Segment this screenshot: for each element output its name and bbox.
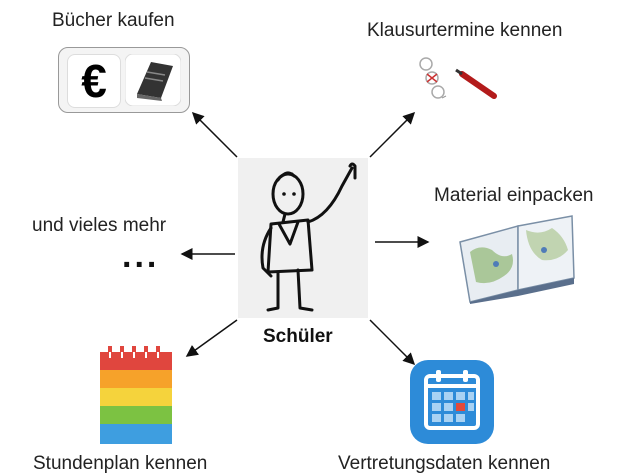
arrow-to-substitution [369, 319, 416, 366]
substitution-label: Vertretungsdaten kennen [338, 453, 551, 474]
euro-icon: € [67, 54, 121, 108]
books-label: Bücher kaufen [52, 10, 175, 31]
books-icon-box: € [58, 47, 190, 113]
rainbow-notepad-icon [100, 346, 172, 444]
schedule-label: Stundenplan kennen [33, 453, 208, 474]
atlas-icon [459, 215, 575, 304]
test-sheet-pencil-icon [419, 57, 497, 99]
student-stick-figure-icon [260, 162, 357, 312]
exams-label: Klausurtermine kennen [367, 20, 563, 41]
material-label: Material einpacken [434, 185, 594, 206]
calendar-app-icon [410, 360, 494, 444]
arrow-to-exams [369, 111, 416, 158]
ellipsis: ... [122, 237, 160, 275]
arrow-to-books [191, 111, 238, 158]
center-label: Schüler [263, 326, 333, 347]
more-label: und vieles mehr [32, 215, 167, 236]
student-figure [238, 158, 368, 318]
arrow-to-schedule [185, 319, 238, 357]
book-icon [125, 54, 181, 106]
